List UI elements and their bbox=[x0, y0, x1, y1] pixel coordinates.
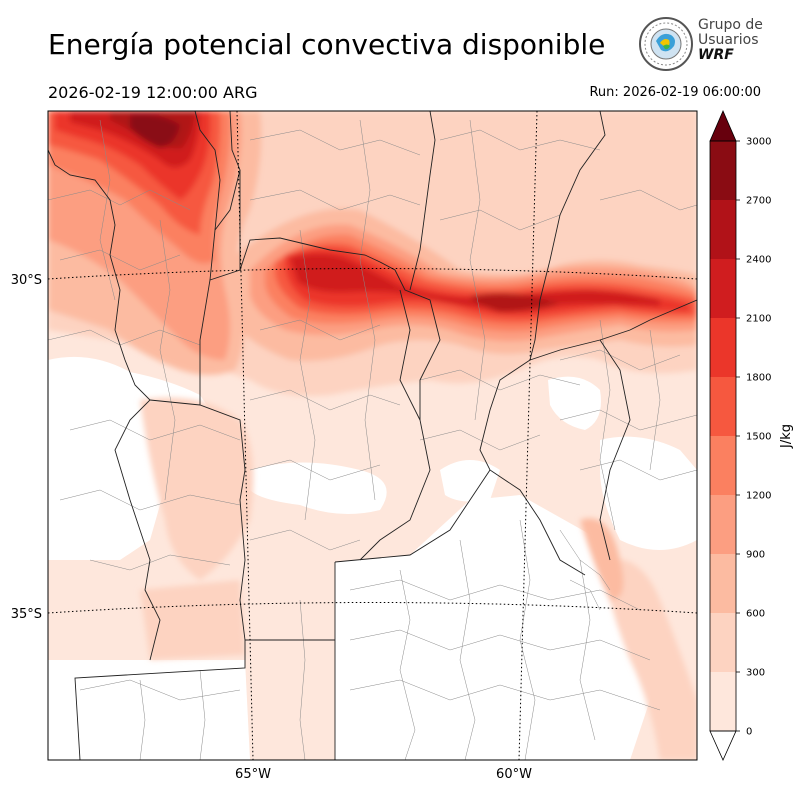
colorbar-segment bbox=[710, 495, 736, 554]
colorbar-segment bbox=[710, 613, 736, 672]
meridian-60w bbox=[518, 111, 538, 760]
colorbar-tick-label: 1200 bbox=[746, 491, 771, 502]
run-time: Run: 2026-02-19 06:00:00 bbox=[589, 85, 761, 100]
logo-line-2: Usuarios bbox=[698, 32, 759, 48]
logo-line-1: Grupo de bbox=[698, 17, 763, 33]
logo-text: Grupo de Usuarios WRF bbox=[698, 18, 763, 63]
colorbar-segment bbox=[710, 259, 736, 318]
colorbar-tick-label: 900 bbox=[746, 550, 765, 561]
globe-icon bbox=[639, 17, 693, 71]
colorbar-tick-label: 2400 bbox=[746, 255, 771, 266]
lat-label-30s: 30°S bbox=[11, 273, 42, 288]
colorbar-unit: J/kg bbox=[779, 424, 794, 449]
colorbar-segment bbox=[710, 200, 736, 259]
logo-line-3: WRF bbox=[698, 47, 734, 63]
cape-band-9 bbox=[130, 114, 180, 148]
parallel-35s bbox=[48, 602, 697, 614]
meridian-65w bbox=[236, 111, 254, 760]
lon-label-60w: 60°W bbox=[496, 767, 532, 782]
colorbar-segments bbox=[710, 141, 736, 731]
colorbar: 0 300 600 900 1200 1500 1800 2100 2400 2700 3000 J… bbox=[709, 109, 794, 761]
colorbar-tick-label: 300 bbox=[746, 668, 765, 679]
colorbar-tick-label: 2100 bbox=[746, 314, 771, 325]
colorbar-segment bbox=[710, 318, 736, 377]
wrf-logo: Grupo de Usuarios WRF bbox=[638, 16, 778, 74]
colorbar-segment bbox=[710, 554, 736, 613]
lat-label-35s: 35°S bbox=[11, 607, 42, 622]
colorbar-segment bbox=[710, 436, 736, 495]
colorbar-segment bbox=[710, 672, 736, 731]
plot-frame bbox=[47, 110, 698, 761]
colorbar-tick-label: 1800 bbox=[746, 373, 771, 384]
page-title: Energía potencial convectiva disponible bbox=[48, 28, 606, 61]
colorbar-tick-label: 3000 bbox=[746, 137, 771, 148]
colorbar-tick-label: 600 bbox=[746, 609, 765, 620]
graticule bbox=[48, 111, 697, 760]
valid-time: 2026-02-19 12:00:00 ARG bbox=[48, 83, 258, 102]
parallel-30s bbox=[48, 268, 697, 280]
cape-field bbox=[48, 111, 697, 760]
province-borders bbox=[48, 111, 697, 760]
colorbar-ticks: 0 300 600 900 1200 1500 1800 2100 2400 2700 3000 bbox=[736, 137, 771, 738]
colorbar-segment bbox=[710, 141, 736, 200]
colorbar-tick-label: 2700 bbox=[746, 196, 771, 207]
colorbar-extend-min bbox=[709, 730, 737, 761]
colorbar-extend-max bbox=[709, 109, 737, 142]
colorbar-segment bbox=[710, 377, 736, 436]
colorbar-tick-label: 1500 bbox=[746, 432, 771, 443]
department-borders bbox=[48, 119, 697, 760]
colorbar-tick-label: 0 bbox=[746, 727, 752, 738]
lon-label-65w: 65°W bbox=[235, 767, 271, 782]
no-cape-areas bbox=[48, 356, 697, 760]
